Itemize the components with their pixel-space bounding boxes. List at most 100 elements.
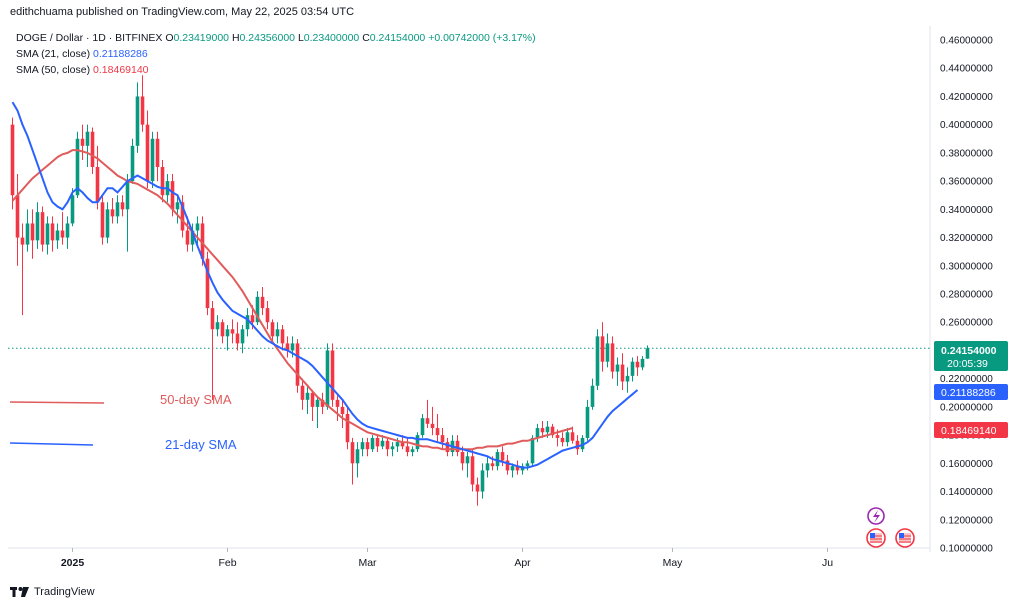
y-tick-label: 0.26000000	[940, 318, 993, 329]
annotation-sma50-line	[9, 401, 105, 404]
badge-countdown: 20:05:39	[947, 358, 988, 370]
candle-body	[325, 350, 330, 407]
candle-body	[595, 336, 600, 386]
candle-body	[305, 392, 310, 400]
candle-body	[530, 437, 535, 464]
candle-body	[120, 202, 125, 210]
candle-body	[490, 463, 495, 467]
us-flag-event-icon-2[interactable]	[895, 528, 915, 548]
badge-sma50-bg	[934, 422, 1008, 438]
candle-body	[235, 333, 240, 344]
candle-body	[315, 399, 320, 407]
candle-body	[80, 138, 85, 146]
candle-body	[440, 435, 445, 443]
candle-body	[420, 418, 425, 436]
candle-body	[130, 145, 135, 182]
candle-body	[260, 296, 265, 309]
candle-body	[200, 223, 205, 259]
candle-body	[580, 437, 585, 450]
candle-body	[570, 432, 575, 441]
sma50-line	[11, 149, 573, 451]
candle-body	[190, 230, 195, 245]
candle-body	[225, 329, 230, 337]
candle-body	[600, 336, 605, 362]
candle-body	[560, 437, 565, 443]
candle-body	[350, 442, 355, 464]
candle-body	[510, 466, 515, 471]
us-flag-event-icon[interactable]	[866, 528, 886, 548]
candle-body	[135, 96, 140, 146]
y-tick-label: 0.40000000	[940, 120, 993, 131]
candle-body	[310, 392, 315, 407]
candle-body	[160, 167, 165, 196]
candle-body	[630, 361, 635, 376]
candle-body	[385, 440, 390, 450]
candle-body	[455, 440, 460, 453]
candle-body	[625, 375, 630, 382]
legend-high-label: H	[231, 32, 240, 44]
publisher-line: edithchuama published on TradingView.com…	[10, 6, 355, 18]
candle-body	[425, 418, 430, 424]
candle-body	[445, 442, 450, 453]
candle-body	[280, 329, 285, 344]
candle-body	[365, 442, 370, 450]
candle-body	[10, 124, 15, 196]
candle-body	[95, 167, 100, 203]
candle-body	[265, 308, 270, 323]
legend-sma21: SMA (21, close) 0.21188286	[16, 48, 148, 60]
candle-body	[355, 449, 360, 464]
x-tick-label: 2025	[61, 557, 85, 569]
candle-body	[300, 385, 305, 400]
candle-body	[475, 484, 480, 492]
candle-body	[540, 428, 545, 433]
y-tick-label: 0.14000000	[940, 487, 993, 498]
candle-body	[250, 315, 255, 323]
candle-body	[370, 437, 375, 450]
y-tick-label: 0.38000000	[940, 148, 993, 159]
legend-symbol: DOGE / Dollar · 1D · BITFINEX	[16, 32, 163, 44]
candle-body	[70, 195, 75, 224]
candle-body	[75, 138, 80, 196]
annotation-sma21-line	[9, 442, 94, 446]
candle-body	[330, 350, 335, 400]
candle-body	[205, 258, 210, 309]
candle-body	[500, 452, 505, 461]
x-tick-label: Mar	[358, 557, 377, 569]
candle-body	[620, 364, 625, 382]
candle-body	[615, 364, 620, 372]
candle-body	[15, 195, 20, 238]
legend-change: +0.00742000 (+3.17%)	[428, 32, 536, 44]
lightning-icon[interactable]	[867, 507, 885, 525]
footer-brand: TradingView	[34, 586, 95, 598]
candles-group	[10, 75, 650, 506]
candle-body	[390, 446, 395, 450]
candle-body	[45, 223, 50, 245]
x-axis-ticks: 2025 Feb Mar Apr May Ju	[61, 548, 833, 569]
candle-body	[575, 440, 580, 450]
tradingview-logo-icon	[10, 587, 29, 597]
legend-sma21-label: SMA (21, close)	[16, 48, 91, 60]
legend-sma50: SMA (50, close) 0.18469140	[16, 64, 149, 76]
y-tick-label: 0.12000000	[940, 515, 993, 526]
candle-body	[195, 223, 200, 231]
candle-body	[240, 329, 245, 344]
annotation-sma50-label: 50-day SMA	[160, 392, 232, 407]
candle-body	[565, 432, 570, 443]
candle-body	[430, 423, 435, 429]
x-tick-label: Feb	[218, 557, 236, 569]
badge-sma50: 0.18469140	[941, 425, 997, 437]
candle-body	[340, 406, 345, 414]
candle-body	[410, 449, 415, 453]
candle-body	[605, 343, 610, 362]
candle-body	[290, 343, 295, 351]
price-badges: 0.24154000 20:05:39 0.21188286 0.1846914…	[934, 341, 1008, 438]
badge-price: 0.24154000	[941, 345, 997, 357]
candle-body	[180, 202, 185, 231]
y-tick-label: 0.16000000	[940, 459, 993, 470]
candle-body	[525, 463, 530, 467]
candle-body	[210, 308, 215, 330]
legend-high: 0.24356000	[239, 32, 296, 44]
legend-low-label: L	[297, 32, 304, 44]
candle-body	[610, 343, 615, 372]
